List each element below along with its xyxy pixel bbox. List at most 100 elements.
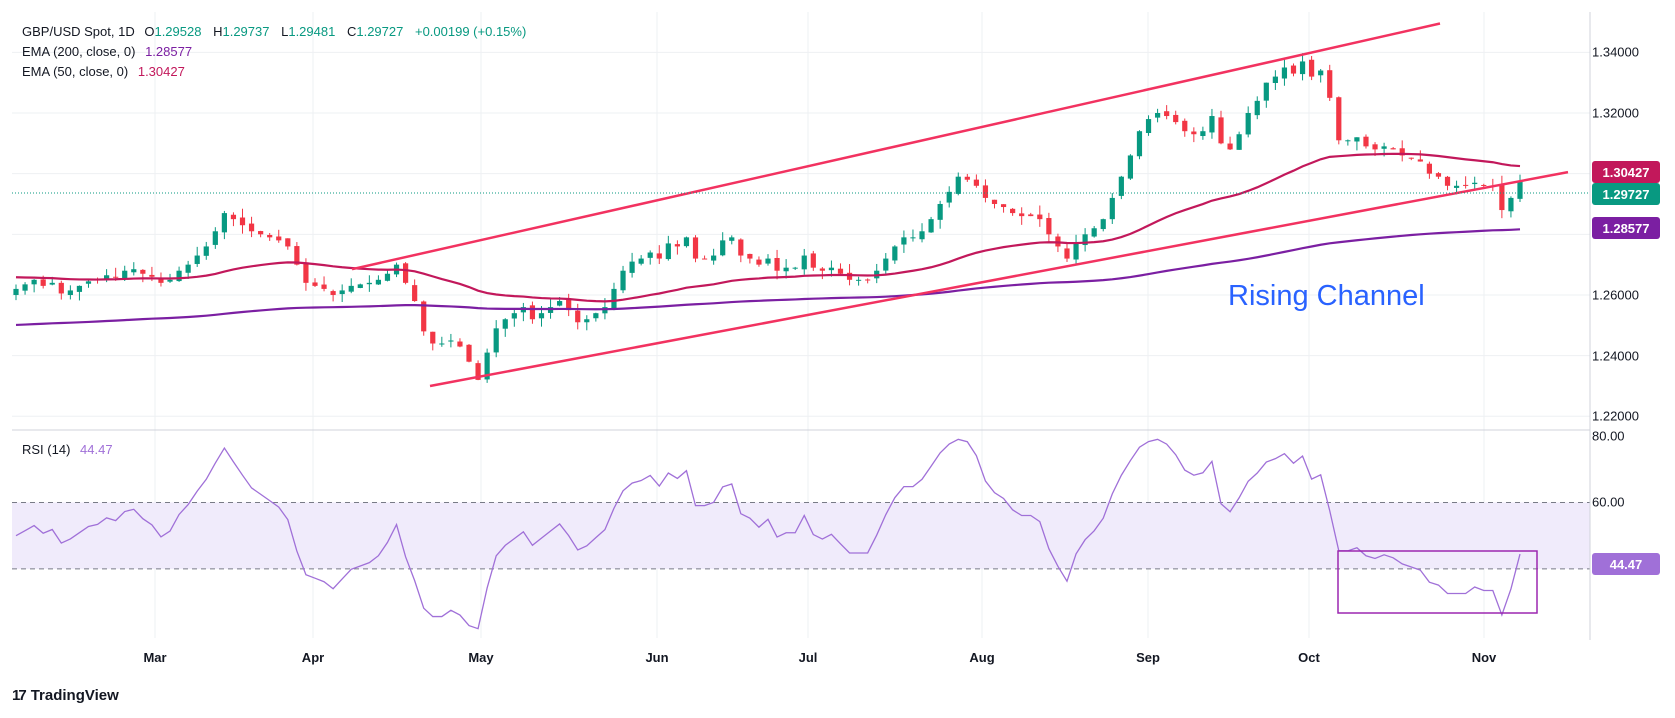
rising-channel <box>351 22 1569 388</box>
candle-body <box>131 269 137 273</box>
ohlc-legend: GBP/USD Spot, 1D O1.29528 H1.29737 L1.29… <box>22 24 527 39</box>
candle-body <box>1517 181 1523 199</box>
candle-body <box>1299 61 1306 75</box>
ema200-legend: EMA (200, close, 0) 1.28577 <box>22 44 193 59</box>
candle-body <box>1227 143 1233 150</box>
candle-body <box>1000 204 1007 208</box>
candle-body <box>865 279 871 281</box>
price-tick-label: 1.24000 <box>1592 348 1639 364</box>
candle-body <box>1508 197 1514 212</box>
candle-body <box>104 275 110 280</box>
candle-body <box>221 213 227 233</box>
candle-body <box>937 203 943 220</box>
candle-body <box>1363 136 1369 147</box>
ema200-badge: 1.28577 <box>1592 217 1660 239</box>
candle-body <box>1019 213 1025 217</box>
candle-body <box>1336 97 1342 141</box>
candle-body <box>1200 131 1206 137</box>
tradingview-brand[interactable]: 17 TradingView <box>12 687 119 704</box>
candle-body <box>1272 76 1278 83</box>
time-tick-label: Jul <box>798 650 818 665</box>
rsi-value: 44.47 <box>80 442 113 457</box>
candle-body <box>1127 155 1134 179</box>
candle-body <box>692 237 699 259</box>
candle-body <box>122 270 128 278</box>
rsi-tick-label: 60.00 <box>1592 494 1625 510</box>
candle-body <box>1435 173 1442 177</box>
candle-body <box>919 231 925 240</box>
candle-body <box>856 279 862 281</box>
candle-body <box>846 272 853 280</box>
close-price-badge: 1.29727 <box>1592 183 1660 205</box>
candle-body <box>1281 67 1288 79</box>
candle-body <box>85 281 92 284</box>
candle-body <box>575 310 581 323</box>
candle-body <box>783 267 789 272</box>
candle-body <box>1028 214 1034 217</box>
candle-body <box>883 258 889 271</box>
candle-body <box>294 246 300 265</box>
candle-body <box>1145 119 1152 134</box>
candle-body <box>421 301 427 332</box>
candle-body <box>40 279 46 286</box>
rsi-legend: RSI (14) 44.47 <box>22 442 113 457</box>
candle-body <box>194 255 200 264</box>
candle-body <box>267 234 273 238</box>
ema200-value: 1.28577 <box>145 44 193 59</box>
candle-body <box>13 288 19 295</box>
candle-body <box>1481 184 1487 186</box>
candle-body <box>203 246 209 256</box>
candle-body <box>1372 144 1378 150</box>
candle-body <box>158 277 164 283</box>
candle-body <box>176 270 182 282</box>
candle-body <box>49 282 55 285</box>
candle-body <box>475 363 481 380</box>
candle-body <box>1010 208 1016 214</box>
candle-body <box>566 298 572 311</box>
candle-body <box>910 237 916 239</box>
candle-body <box>1354 137 1360 142</box>
candle-body <box>1082 234 1088 246</box>
candle-body <box>584 319 590 323</box>
time-tick-label: Apr <box>301 650 325 665</box>
rising-channel-label: Rising Channel <box>1228 280 1425 312</box>
candle-body <box>230 214 237 220</box>
candle-body <box>529 305 536 320</box>
candle-body <box>1073 243 1079 260</box>
candle-body <box>674 244 680 247</box>
candle-body <box>1390 148 1396 150</box>
candle-body <box>738 239 744 256</box>
candle-body <box>828 267 835 271</box>
time-tick-label: Jun <box>645 650 669 665</box>
time-tick-label: May <box>468 650 494 665</box>
candle-body <box>901 237 907 245</box>
candle-body <box>955 176 961 194</box>
candle-body <box>439 343 445 345</box>
candle-body <box>285 238 291 247</box>
candle-body <box>113 276 119 278</box>
low-value: 1.29481 <box>288 24 336 39</box>
price-tick-label: 1.26000 <box>1592 287 1639 303</box>
candle-body <box>339 290 345 295</box>
candle-body <box>1408 157 1414 159</box>
rsi-band <box>12 502 1590 569</box>
candle-body <box>430 331 436 344</box>
candle-body <box>1064 248 1070 259</box>
candle-body <box>1499 184 1505 211</box>
candle-body <box>402 263 409 283</box>
candle-body <box>620 270 626 291</box>
candle-body <box>819 268 825 271</box>
candle-body <box>1309 59 1315 77</box>
candle-body <box>656 253 662 259</box>
candle-body <box>801 255 807 270</box>
time-tick-label: Nov <box>1471 650 1497 665</box>
candle-body <box>701 258 708 260</box>
candle-body <box>58 282 64 294</box>
candle-body <box>67 290 73 296</box>
candle-body <box>239 217 246 226</box>
candle-body <box>357 284 363 288</box>
time-tick-label: Sep <box>1136 650 1160 665</box>
candle-body <box>928 219 934 233</box>
time-tick-label: Oct <box>1298 650 1320 665</box>
